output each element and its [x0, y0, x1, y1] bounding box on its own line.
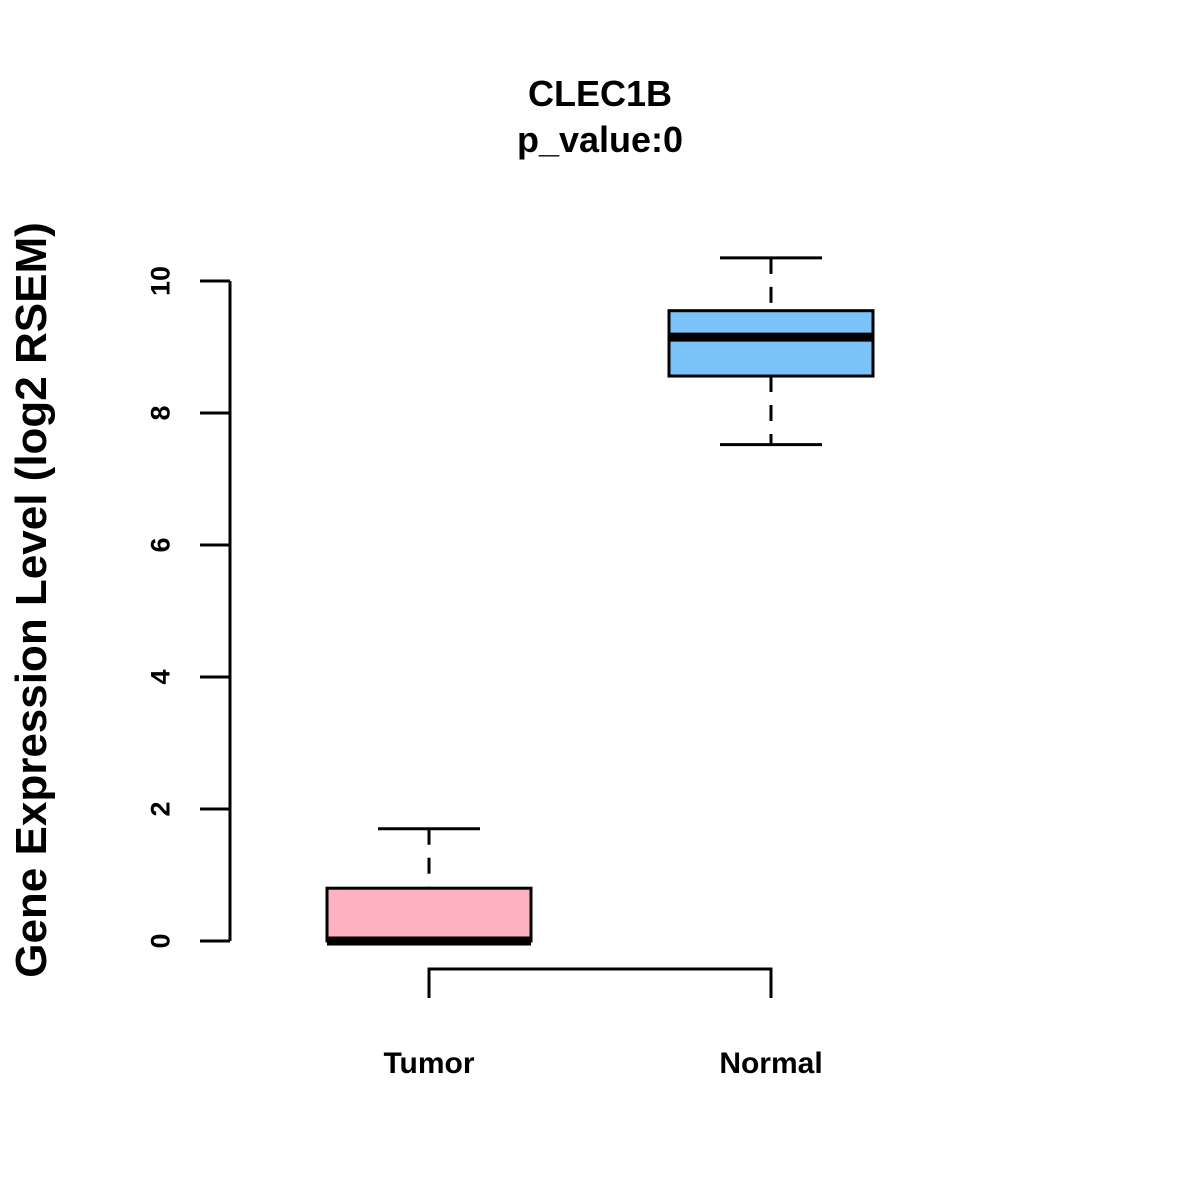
- box-body: [667, 309, 875, 378]
- box-normal: [667, 256, 875, 447]
- box-group: [325, 256, 875, 946]
- box-tumor: [325, 827, 533, 946]
- y-axis-label: Gene Expression Level (log2 RSEM): [7, 222, 56, 978]
- box-body: [325, 886, 533, 943]
- chart-subtitle: p_value:0: [517, 119, 683, 160]
- y-tick-label: 0: [145, 933, 175, 948]
- bracket-line: [427, 967, 773, 998]
- y-tick-label: 2: [145, 801, 175, 816]
- y-tick-label: 8: [145, 405, 175, 420]
- comparison-bracket: [427, 967, 773, 998]
- y-tick-label: 4: [145, 669, 175, 684]
- chart-title: CLEC1B: [528, 73, 672, 114]
- y-axis: 0 2 4 6 8 10: [145, 266, 232, 949]
- x-category-label: Tumor: [383, 1047, 474, 1080]
- x-category-label: Normal: [719, 1047, 822, 1080]
- y-tick-label: 10: [145, 266, 175, 296]
- x-axis-labels: Tumor Normal: [383, 1047, 822, 1080]
- y-tick-label: 6: [145, 537, 175, 552]
